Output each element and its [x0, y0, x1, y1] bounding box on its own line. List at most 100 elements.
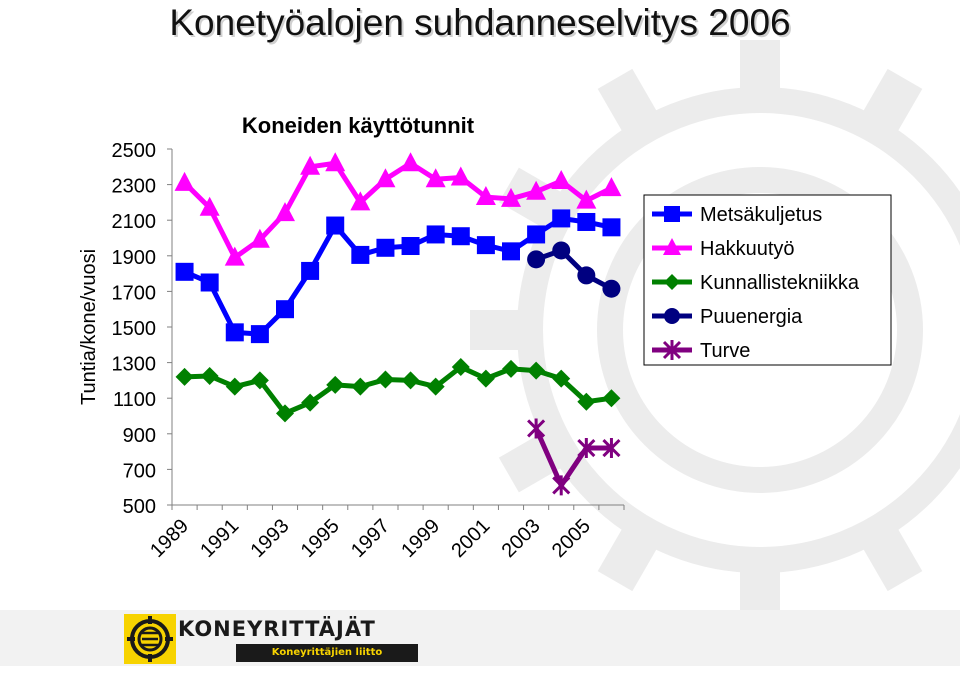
data-point — [527, 361, 546, 380]
data-point — [350, 191, 371, 211]
data-point — [577, 392, 596, 411]
series-line — [182, 160, 613, 261]
series-turve — [527, 418, 621, 496]
legend-item: Hakkuutyö — [652, 238, 795, 260]
data-point — [501, 187, 521, 207]
y-tick-label: 1900 — [112, 247, 157, 269]
x-tick-label: 1995 — [297, 515, 344, 562]
data-point — [552, 209, 571, 228]
data-point — [476, 236, 495, 255]
data-point — [401, 237, 420, 256]
legend-item: Kunnallistekniikka — [652, 272, 860, 294]
koneyrittajat-logo: KONEYRITTÄJÄT Koneyrittäjien liitto — [118, 610, 418, 666]
data-point — [376, 370, 395, 389]
data-point — [351, 245, 370, 264]
series-hakkuutyö — [174, 152, 622, 266]
x-tick-label: 1999 — [397, 515, 444, 562]
y-tick-label: 1500 — [112, 318, 157, 340]
data-point — [351, 377, 370, 396]
legend-item: Puuenergia — [652, 306, 803, 328]
data-point — [602, 218, 621, 237]
data-point — [577, 438, 596, 459]
data-point — [375, 168, 396, 188]
y-tick-label: 2300 — [112, 176, 157, 198]
data-point — [450, 166, 471, 186]
legend-marker — [664, 274, 680, 290]
data-point — [602, 438, 621, 459]
legend-item: Metsäkuljetus — [652, 204, 822, 226]
data-point — [276, 404, 294, 423]
y-tick-label: 900 — [123, 425, 156, 447]
data-point — [301, 393, 320, 412]
legend-label: Kunnallistekniikka — [700, 272, 860, 294]
data-point — [602, 279, 621, 298]
line-chart: Koneiden käyttötunnit Tuntia/kone/vuosi … — [78, 113, 892, 562]
x-tick-label: 2001 — [447, 515, 494, 562]
legend-label: Turve — [700, 340, 750, 362]
y-tick-label: 1100 — [113, 389, 156, 411]
data-point — [451, 227, 470, 246]
data-point — [225, 323, 244, 342]
data-point — [301, 261, 320, 280]
data-point — [527, 418, 546, 439]
logo-subtitle: Koneyrittäjien liitto — [236, 644, 418, 662]
legend-label: Metsäkuljetus — [700, 204, 822, 226]
legend-label: Puuenergia — [700, 306, 803, 328]
y-tick-label: 1300 — [112, 354, 157, 376]
y-tick-label: 1700 — [112, 282, 157, 304]
data-point — [250, 371, 269, 390]
legend-marker — [663, 238, 681, 255]
data-point — [451, 358, 470, 377]
y-tick-label: 700 — [123, 460, 156, 482]
data-point — [275, 202, 295, 222]
legend-marker — [664, 308, 680, 324]
data-point — [200, 366, 219, 385]
data-point — [425, 168, 446, 188]
data-point — [577, 266, 596, 285]
x-tick-label: 1993 — [247, 515, 294, 562]
data-point — [325, 152, 346, 172]
series-line — [533, 427, 612, 488]
series-line — [184, 364, 612, 416]
series-metsäkuljetus — [175, 209, 621, 344]
data-point — [400, 152, 421, 172]
series-kunnallistekniikka — [175, 358, 621, 423]
data-point — [376, 238, 395, 257]
logo-emblem-icon — [124, 614, 176, 664]
data-point — [601, 177, 622, 197]
data-point — [175, 262, 194, 281]
logo-wordmark: KONEYRITTÄJÄT — [178, 617, 376, 641]
data-point — [552, 241, 571, 260]
data-point — [577, 212, 596, 231]
data-point — [476, 369, 495, 388]
data-point — [326, 216, 345, 235]
data-point — [552, 475, 571, 496]
legend: Metsäkuljetus Hakkuutyö Kunnallistekniikka… — [643, 194, 892, 366]
data-point — [551, 170, 572, 190]
slide-title: Konetyöalojen suhdanneselvitys 2006 — [169, 2, 791, 43]
slide-title-shadow: Konetyöalojen suhdanneselvitys 2006 — [171, 4, 793, 45]
data-point — [475, 186, 496, 206]
data-point — [326, 375, 345, 394]
data-point — [276, 300, 294, 319]
y-tick-label: 2500 — [112, 140, 157, 162]
data-point — [224, 246, 245, 266]
data-point — [527, 250, 546, 269]
data-point — [602, 389, 621, 408]
data-point — [526, 180, 547, 200]
legend-label: Hakkuutyö — [700, 238, 795, 260]
data-point — [426, 225, 445, 244]
data-point — [200, 273, 219, 292]
data-point — [225, 377, 244, 396]
x-tick-label: 2005 — [548, 515, 595, 562]
y-axis-title: Tuntia/kone/vuosi — [78, 249, 100, 405]
x-tick-label: 1991 — [196, 515, 243, 562]
data-point — [552, 369, 571, 388]
data-point — [527, 225, 546, 244]
x-tick-label: 2003 — [498, 515, 545, 562]
y-tick-label: 500 — [123, 496, 156, 518]
y-tick-label: 2100 — [112, 211, 157, 233]
legend-marker — [664, 206, 680, 222]
data-point — [401, 371, 420, 390]
data-point — [175, 367, 194, 386]
